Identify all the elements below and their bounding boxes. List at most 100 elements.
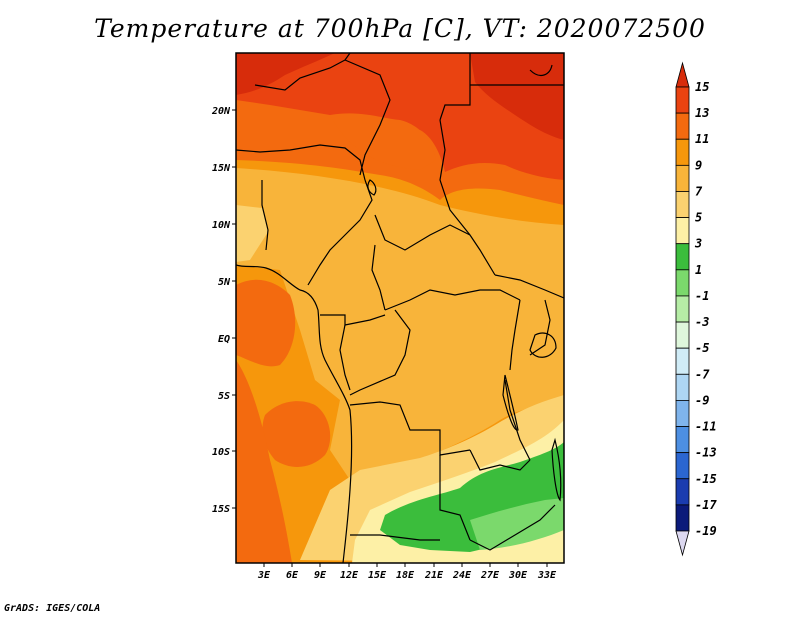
border-cameroon-car — [371, 244, 386, 311]
country-borders — [236, 53, 564, 563]
border-nigeria-benin — [261, 180, 269, 251]
colorbar-swatch — [675, 243, 690, 271]
lon-tick-15e: 15E — [368, 570, 387, 581]
longitude-ticks: 3E 6E 9E 12E 15E 18E 21E 24E 27E 30E 33E — [257, 563, 557, 581]
border-chad-sudan — [439, 119, 496, 276]
lon-tick-9e: 9E — [314, 570, 327, 581]
lat-tick-20n: 20N — [211, 106, 231, 117]
colorbar-label: 9 — [695, 158, 702, 172]
border-lake-malawi — [551, 437, 562, 502]
coast-east — [529, 64, 553, 77]
colorbar-label: 7 — [695, 184, 703, 198]
lon-tick-3e: 3E — [257, 570, 271, 581]
colorbar-label: -19 — [695, 524, 717, 538]
field-pale-orange-west-patch — [236, 205, 268, 262]
colorbar-label: 11 — [695, 132, 709, 146]
border-drc-zambia — [469, 449, 531, 471]
colorbar-label: -1 — [695, 289, 709, 303]
border-libya-sudan — [439, 53, 471, 121]
field-orange-red-sw-coast — [236, 360, 292, 563]
colorbar-swatch — [675, 347, 690, 375]
field-light-green-edge — [470, 498, 564, 550]
border-uganda-kenya — [529, 299, 551, 356]
colorbar-swatch — [675, 295, 690, 323]
border-libya — [344, 53, 351, 61]
colorbar-label: -11 — [695, 420, 717, 434]
plot-title: Temperature at 700hPa [C], VT: 202007250… — [94, 14, 706, 43]
lon-tick-27e: 27E — [480, 570, 500, 581]
lon-tick-33e: 33E — [537, 570, 557, 581]
colorbar-swatch — [675, 452, 690, 480]
colorbar-swatch — [675, 164, 690, 192]
colorbar-label: 3 — [694, 237, 702, 251]
lon-tick-18e: 18E — [396, 570, 415, 581]
lat-tick-5s: 5S — [218, 391, 230, 402]
lon-tick-12e: 12E — [340, 570, 359, 581]
border-niger-chad — [344, 59, 391, 176]
colorbar-label: -17 — [695, 498, 717, 512]
colorbar-top-arrow — [675, 61, 690, 88]
colorbar-label: 5 — [695, 211, 702, 225]
colorbar-label: -13 — [695, 446, 717, 460]
colorbar-label: 1 — [695, 263, 702, 277]
border-algeria-niger — [254, 59, 346, 91]
grads-credit: GrADS: IGES/COLA — [4, 603, 101, 614]
lon-tick-24e: 24E — [452, 570, 472, 581]
border-chad-car — [374, 214, 471, 251]
colorbar-swatch — [675, 400, 690, 427]
colorbar-bottom-arrow — [675, 530, 690, 557]
map-frame — [235, 52, 565, 564]
colorbar-label: -7 — [695, 367, 710, 381]
border-lake-tanganyika — [502, 374, 519, 431]
lat-tick-15n: 15N — [212, 163, 231, 174]
colorbar-swatch — [675, 426, 690, 454]
colorbar-label: -5 — [695, 341, 709, 355]
lat-tick-10n: 10N — [212, 220, 231, 231]
colorbar-label: -15 — [695, 472, 717, 486]
border-angola-namibia — [350, 534, 440, 541]
colorbar-label: -9 — [695, 393, 709, 407]
lat-tick-5n: 5N — [218, 277, 231, 288]
colorbar-swatch — [675, 86, 690, 114]
colorbar-swatch — [675, 269, 690, 297]
lon-tick-6e: 6E — [286, 570, 299, 581]
border-congo-gabon — [339, 324, 351, 391]
field-deep-red-nw — [236, 53, 335, 95]
border-drc-uganda — [509, 299, 521, 371]
border-drc-tanzania — [504, 379, 531, 461]
border-lake-victoria — [529, 332, 557, 358]
lon-tick-30e: 30E — [508, 570, 528, 581]
colorbar: 15 13 11 9 7 5 3 1 -1 -3 -5 -7 -9 -11 -13 -15 -17 -19 — [675, 61, 717, 557]
lake-chad — [367, 179, 377, 196]
colorbar-swatch — [675, 373, 690, 401]
colorbar-swatch — [675, 217, 690, 245]
lon-tick-21e: 21E — [424, 570, 444, 581]
border-congo-drc — [349, 309, 411, 396]
colorbar-swatch — [675, 191, 690, 218]
colorbar-swatch — [675, 504, 690, 532]
field-orange-red-west-blob — [236, 279, 296, 367]
lat-tick-eq: EQ — [218, 334, 230, 345]
field-orange-red-chad — [330, 113, 436, 170]
coast-west-africa — [236, 264, 353, 563]
border-nigeria-niger — [236, 144, 366, 181]
field-light-orange-central — [236, 168, 564, 480]
colorbar-swatch — [675, 321, 690, 349]
colorbar-label: 15 — [695, 80, 709, 94]
border-zambia-south — [469, 504, 556, 551]
colorbar-swatch — [675, 112, 690, 140]
colorbar-label: 13 — [695, 106, 709, 120]
colorbar-label: -3 — [695, 315, 709, 329]
border-angola-zambia — [439, 455, 471, 541]
colorbar-swatch — [675, 478, 690, 506]
field-deep-red-ne — [470, 53, 564, 140]
border-nigeria-cameroon — [307, 179, 373, 286]
lat-tick-10s: 10S — [212, 447, 230, 458]
colorbar-swatch — [675, 138, 690, 166]
border-south-sudan — [494, 274, 564, 299]
temperature-field — [236, 53, 564, 563]
border-car-drc — [384, 289, 521, 311]
latitude-ticks: 20N 15N 10N 5N EQ 5S 10S 15S — [211, 106, 236, 515]
field-orange-red-angola-blob — [262, 401, 331, 467]
